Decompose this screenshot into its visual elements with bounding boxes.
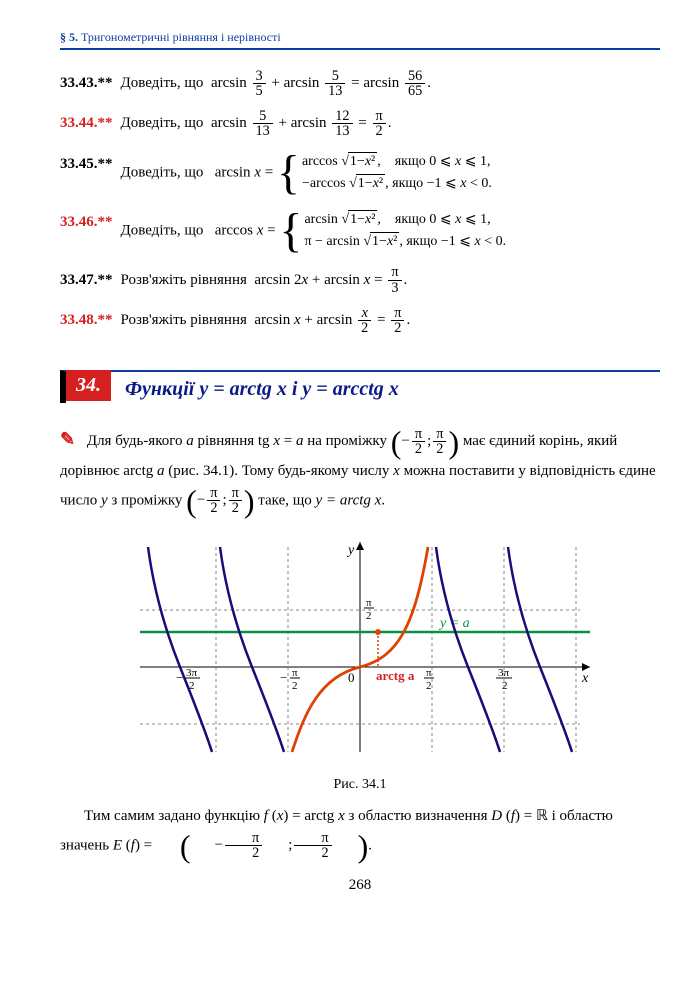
section-marker: § 5. [60,30,78,44]
problem-body: Доведіть, що arcsin x = { arccos 1−x², я… [121,149,661,197]
section-badge: 34. [66,370,111,401]
section-34-title-wrap: 34. Функції y = arctg x і y = arcctg x [60,370,660,403]
problem-33-47: 33.47.** Розв'яжіть рівняння arcsin 2x +… [60,265,660,295]
problem-33-44: 33.44.** Доведіть, що arcsin 513 + arcsi… [60,108,660,138]
problem-number: 33.45.** [60,149,113,179]
problem-number: 33.43.** [60,68,113,98]
page-header: § 5. Тригонометричні рівняння і нерівнос… [60,30,660,50]
problem-number: 33.46.** [60,207,113,237]
axis-x-label: x [581,671,589,686]
problem-body: Доведіть, що arcsin 35 + arcsin 513 = ar… [121,68,661,98]
svg-text:3π: 3π [186,667,198,679]
body-paragraph-2: Тим самим задано функцію f (x) = arctg x… [60,803,660,862]
problem-33-43: 33.43.** Доведіть, що arcsin 35 + arcsin… [60,68,660,98]
problem-body: Доведіть, що arcsin 513 + arcsin 1213 = … [121,108,661,138]
problem-33-48: 33.48.** Розв'яжіть рівняння arcsin x + … [60,305,660,335]
pointer-icon: ✎ [60,429,75,449]
problem-33-46: 33.46.** Доведіть, що arccos x = { arcsi… [60,207,660,255]
problem-number: 33.47.** [60,265,113,295]
problem-33-45: 33.45.** Доведіть, що arcsin x = { arcco… [60,149,660,197]
problem-body: Доведіть, що arccos x = { arcsin 1−x², я… [121,207,661,255]
svg-text:π: π [292,667,298,679]
svg-text:π: π [366,597,372,609]
figure-34-1: y x 0 y = a [60,532,660,762]
section-title: Функції y = arctg x і y = arcctg x [125,378,399,401]
svg-text:2: 2 [292,680,298,692]
svg-text:2: 2 [502,680,508,692]
svg-text:2: 2 [426,680,432,692]
svg-text:−: − [280,670,287,685]
axis-y-label: y [346,543,355,558]
problem-body: Розв'яжіть рівняння arcsin 2x + arcsin x… [121,265,661,295]
problem-body: Розв'яжіть рівняння arcsin x + arcsin x2… [121,305,661,335]
label-arctg-a: arctg a [376,668,415,683]
svg-text:2: 2 [366,610,372,622]
figure-caption: Рис. 34.1 [60,777,660,793]
problem-number: 33.48.** [60,305,113,335]
body-paragraph-1: ✎ Для будь-якого a рівняння tg x = a на … [60,423,660,517]
svg-text:−: − [176,670,183,685]
svg-text:0: 0 [348,670,355,685]
problem-number: 33.44.** [60,108,113,138]
section-title-small: Тригонометричні рівняння і нерівності [81,30,281,44]
svg-text:3π: 3π [498,667,510,679]
svg-text:π: π [426,667,432,679]
page-number: 268 [60,877,660,894]
svg-text:2: 2 [189,680,195,692]
